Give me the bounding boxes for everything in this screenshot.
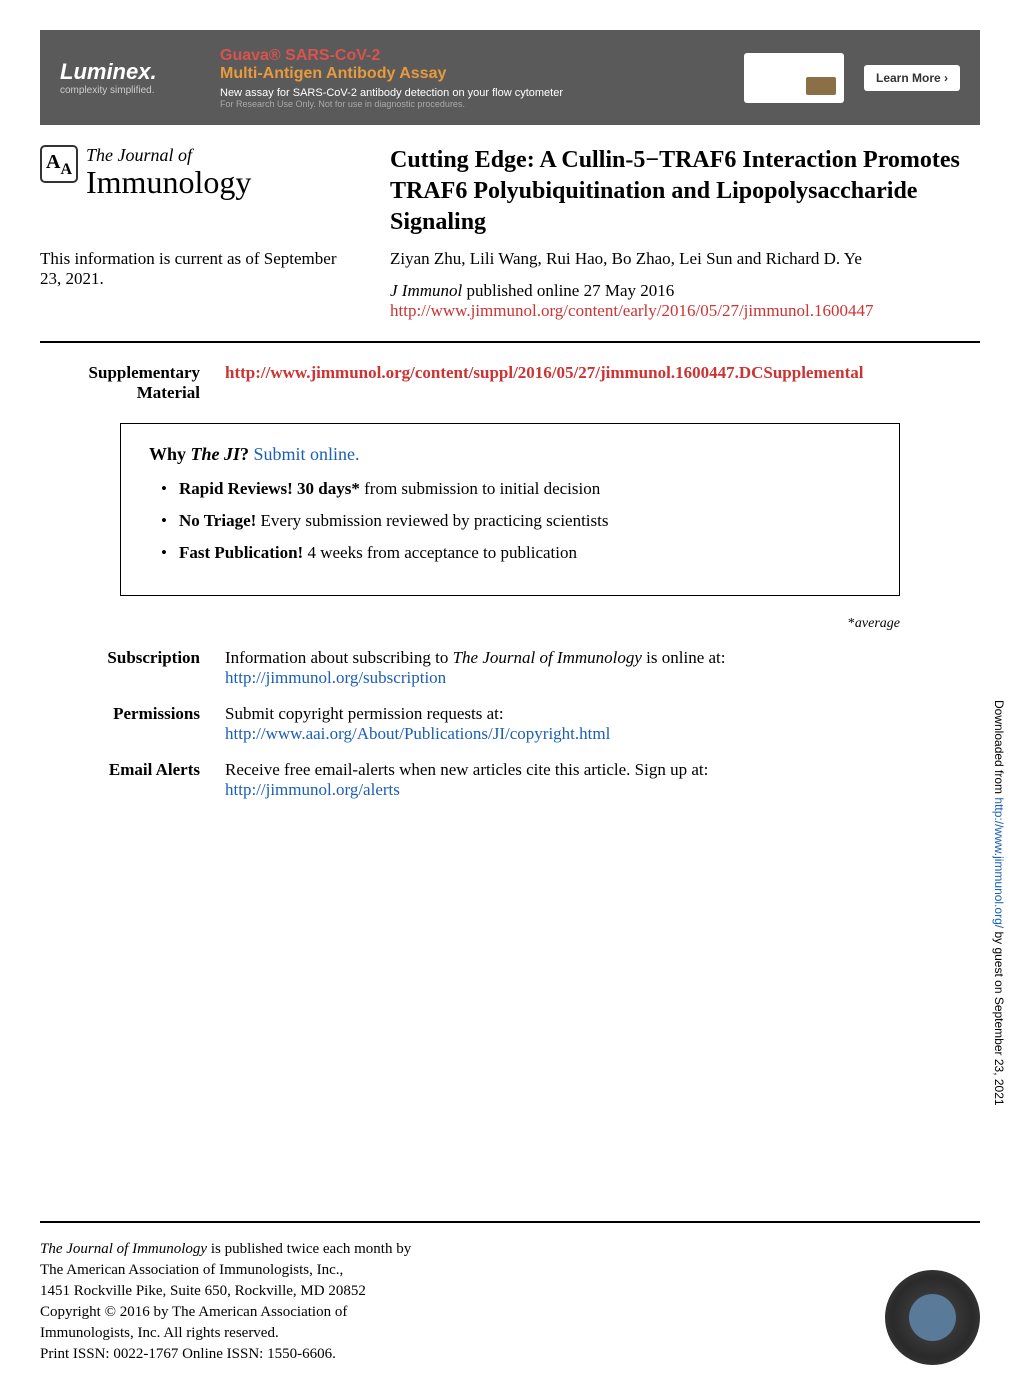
- footer-line5: Immunologists, Inc. All rights reserved.: [40, 1323, 411, 1344]
- alerts-text: Receive free email-alerts when new artic…: [225, 760, 708, 779]
- subscription-text: Information about subscribing to The Jou…: [225, 648, 980, 688]
- sub-pre: Information about subscribing to: [225, 648, 453, 667]
- authors-block: Ziyan Zhu, Lili Wang, Rui Hao, Bo Zhao, …: [390, 249, 980, 321]
- publication-info: J Immunol published online 27 May 2016: [390, 281, 980, 301]
- why-ital: The JI: [191, 444, 241, 464]
- ad-title-line1: Guava® SARS-CoV-2: [220, 47, 724, 65]
- email-alerts-row: Email Alerts Receive free email-alerts w…: [40, 760, 980, 800]
- ad-description: New assay for SARS-CoV-2 antibody detect…: [220, 87, 724, 99]
- ad-banner: Luminex. complexity simplified. Guava® S…: [40, 30, 980, 125]
- email-alerts-label: Email Alerts: [40, 760, 200, 800]
- why-ji-title: Why The JI? Submit online.: [149, 444, 871, 465]
- why-item-1-bold: Rapid Reviews! 30 days*: [179, 479, 360, 498]
- why-q: ?: [240, 444, 254, 464]
- why-list: Rapid Reviews! 30 days* from submission …: [149, 479, 871, 563]
- journal-line1: The Journal of: [86, 145, 251, 166]
- side-link[interactable]: http://www.jimmunol.org/: [992, 797, 1006, 928]
- sub-ital: The Journal of Immunology: [453, 648, 642, 667]
- aai-seal-icon: [885, 1270, 980, 1365]
- footer-line1-rest: is published twice each month by: [207, 1241, 411, 1257]
- footer-line6: Print ISSN: 0022-1767 Online ISSN: 1550-…: [40, 1344, 411, 1365]
- subscription-link[interactable]: http://jimmunol.org/subscription: [225, 668, 980, 688]
- sub-post: is online at:: [642, 648, 726, 667]
- why-ji-box: Why The JI? Submit online. Rapid Reviews…: [120, 423, 900, 596]
- side-pre: Downloaded from: [992, 700, 1006, 797]
- footer-line4: Copyright © 2016 by The American Associa…: [40, 1302, 411, 1323]
- footer-line2: The American Association of Immunologist…: [40, 1260, 411, 1281]
- submit-online-link[interactable]: Submit online.: [254, 444, 360, 464]
- download-source-text: Downloaded from http://www.jimmunol.org/…: [992, 700, 1006, 1106]
- email-alerts-text: Receive free email-alerts when new artic…: [225, 760, 980, 800]
- ad-logo: Luminex. complexity simplified.: [60, 59, 200, 96]
- why-item-2-bold: No Triage!: [179, 511, 256, 530]
- ad-product-image: [744, 53, 844, 103]
- currency-statement: This information is current as of Septem…: [40, 249, 360, 321]
- supplementary-row: Supplementary Material http://www.jimmun…: [40, 363, 980, 403]
- divider-top: [40, 341, 980, 343]
- why-item-2: No Triage! Every submission reviewed by …: [161, 511, 871, 531]
- ad-logo-sub: complexity simplified.: [60, 85, 200, 96]
- permissions-label: Permissions: [40, 704, 200, 744]
- footer-line1: The Journal of Immunology is published t…: [40, 1239, 411, 1260]
- journal-badge-icon: [40, 145, 78, 183]
- email-alerts-link[interactable]: http://jimmunol.org/alerts: [225, 780, 980, 800]
- ad-center: Guava® SARS-CoV-2 Multi-Antigen Antibody…: [220, 47, 724, 109]
- authors: Ziyan Zhu, Lili Wang, Rui Hao, Bo Zhao, …: [390, 249, 980, 269]
- why-prefix: Why: [149, 444, 191, 464]
- article-url-link[interactable]: http://www.jimmunol.org/content/early/20…: [390, 301, 980, 321]
- why-item-1: Rapid Reviews! 30 days* from submission …: [161, 479, 871, 499]
- journal-line2: Immunology: [86, 166, 251, 198]
- subscription-label: Subscription: [40, 648, 200, 688]
- why-item-3-bold: Fast Publication!: [179, 543, 303, 562]
- permissions-link[interactable]: http://www.aai.org/About/Publications/JI…: [225, 724, 980, 744]
- learn-more-button[interactable]: Learn More ›: [864, 65, 960, 91]
- why-item-3: Fast Publication! 4 weeks from acceptanc…: [161, 543, 871, 563]
- permissions-row: Permissions Submit copyright permission …: [40, 704, 980, 744]
- pub-details: published online 27 May 2016: [462, 281, 674, 300]
- avg-star: *: [848, 616, 855, 631]
- header-row: The Journal of Immunology Cutting Edge: …: [40, 145, 980, 239]
- why-item-2-rest: Every submission reviewed by practicing …: [256, 511, 608, 530]
- permissions-text: Submit copyright permission requests at:…: [225, 704, 980, 744]
- meta-row: This information is current as of Septem…: [40, 249, 980, 321]
- avg-text: average: [855, 616, 900, 631]
- footer-text: The Journal of Immunology is published t…: [40, 1239, 411, 1365]
- why-item-1-rest: from submission to initial decision: [360, 479, 600, 498]
- why-item-3-rest: 4 weeks from acceptance to publication: [303, 543, 577, 562]
- footer-line3: 1451 Rockville Pike, Suite 650, Rockvill…: [40, 1281, 411, 1302]
- journal-text: The Journal of Immunology: [86, 145, 251, 198]
- pub-journal: J Immunol: [390, 281, 462, 300]
- average-note: *average: [0, 616, 900, 632]
- footer: The Journal of Immunology is published t…: [40, 1221, 980, 1365]
- ad-title-line2: Multi-Antigen Antibody Assay: [220, 65, 724, 83]
- subscription-row: Subscription Information about subscribi…: [40, 648, 980, 688]
- perm-text: Submit copyright permission requests at:: [225, 704, 504, 723]
- footer-ital: The Journal of Immunology: [40, 1241, 207, 1257]
- article-title: Cutting Edge: A Cullin-5−TRAF6 Interacti…: [390, 145, 980, 239]
- supplementary-label: Supplementary Material: [40, 363, 200, 403]
- side-post: by guest on September 23, 2021: [992, 928, 1006, 1105]
- ad-disclaimer: For Research Use Only. Not for use in di…: [220, 99, 724, 109]
- ad-logo-text: Luminex.: [60, 59, 200, 85]
- journal-logo: The Journal of Immunology: [40, 145, 360, 239]
- supplementary-link[interactable]: http://www.jimmunol.org/content/suppl/20…: [225, 363, 980, 403]
